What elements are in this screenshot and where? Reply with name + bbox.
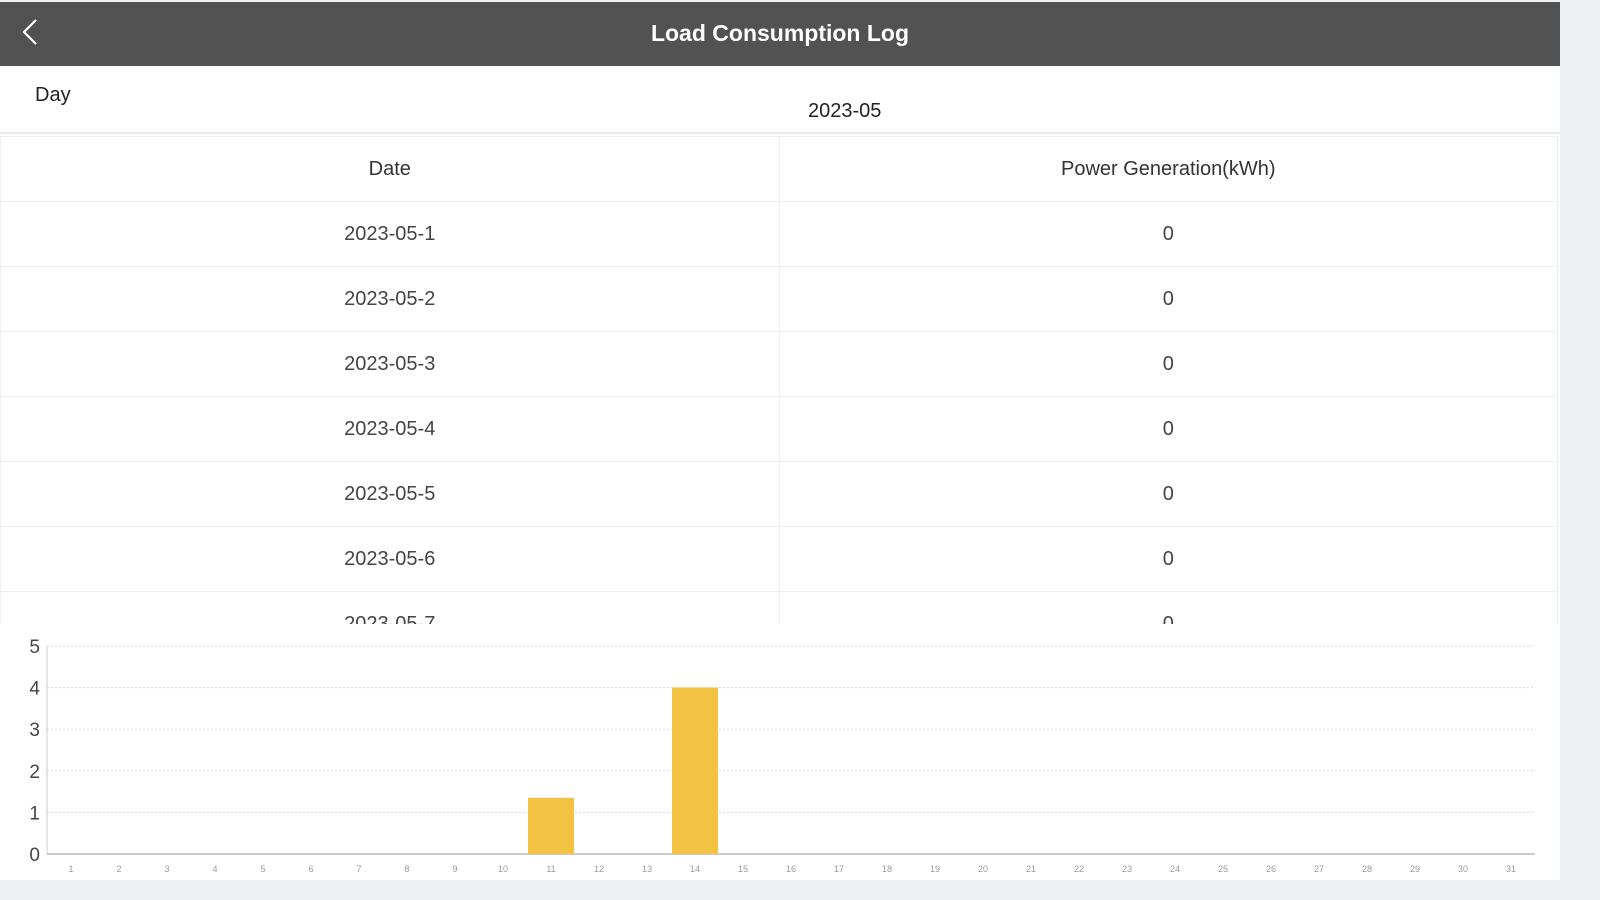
x-tick-label: 4 xyxy=(212,864,217,874)
column-header-date: Date xyxy=(0,136,780,202)
x-tick-label: 10 xyxy=(498,864,508,874)
date-cell: 2023-05-6 xyxy=(0,526,780,592)
x-tick-label: 23 xyxy=(1122,864,1132,874)
page-title: Load Consumption Log xyxy=(650,20,910,46)
power-cell: 0 xyxy=(778,526,1558,592)
x-tick-label: 7 xyxy=(356,864,361,874)
x-tick-label: 15 xyxy=(738,864,748,874)
table-row: 2023-05-7 0 xyxy=(0,591,1558,624)
table-row: 2023-05-3 0 xyxy=(0,331,1558,397)
y-tick-label: 0 xyxy=(29,845,40,866)
table-row: 2023-05-1 0 xyxy=(0,201,1558,267)
x-tick-label: 27 xyxy=(1314,864,1324,874)
date-cell: 2023-05-3 xyxy=(0,331,780,397)
y-tick-label: 1 xyxy=(29,803,40,824)
app-window: Load Consumption Log Day 2023-05 Date Po… xyxy=(0,2,1560,880)
x-tick-label: 21 xyxy=(1026,864,1036,874)
date-cell: 2023-05-2 xyxy=(0,266,780,332)
x-tick-label: 29 xyxy=(1410,864,1420,874)
power-cell: 0 xyxy=(778,331,1558,397)
x-tick-label: 16 xyxy=(786,864,796,874)
back-button[interactable] xyxy=(16,16,46,50)
period-selector[interactable]: Day xyxy=(35,84,71,106)
table-row: 2023-05-4 0 xyxy=(0,396,1558,462)
x-tick-label: 14 xyxy=(690,864,700,874)
filter-bar: Day 2023-05 xyxy=(0,66,1560,134)
table-row: 2023-05-2 0 xyxy=(0,266,1558,332)
x-tick-label: 1 xyxy=(68,864,73,874)
date-cell: 2023-05-4 xyxy=(0,396,780,462)
x-tick-label: 20 xyxy=(978,864,988,874)
x-tick-label: 3 xyxy=(164,864,169,874)
x-tick-label: 19 xyxy=(930,864,940,874)
x-tick-label: 22 xyxy=(1074,864,1084,874)
x-tick-label: 30 xyxy=(1458,864,1468,874)
date-cell: 2023-05-7 xyxy=(0,591,780,624)
y-tick-label: 4 xyxy=(29,679,40,700)
x-tick-label: 26 xyxy=(1266,864,1276,874)
x-tick-label: 17 xyxy=(834,864,844,874)
table-row: 2023-05-5 0 xyxy=(0,461,1558,527)
power-cell: 0 xyxy=(778,591,1558,624)
power-cell: 0 xyxy=(778,396,1558,462)
x-tick-label: 11 xyxy=(546,864,555,874)
column-header-power: Power Generation(kWh) xyxy=(778,136,1558,202)
x-tick-label: 25 xyxy=(1218,864,1228,874)
y-tick-label: 2 xyxy=(29,762,40,783)
x-tick-label: 9 xyxy=(452,864,457,874)
top-bar: Load Consumption Log xyxy=(0,2,1560,66)
date-cell: 2023-05-5 xyxy=(0,461,780,527)
power-cell: 0 xyxy=(778,461,1558,527)
x-tick-label: 5 xyxy=(260,864,265,874)
month-selector[interactable]: 2023-05 xyxy=(808,100,882,122)
bar xyxy=(672,687,718,854)
power-cell: 0 xyxy=(778,201,1558,267)
x-tick-label: 8 xyxy=(404,864,409,874)
x-tick-label: 28 xyxy=(1362,864,1372,874)
y-tick-label: 3 xyxy=(29,720,40,741)
date-cell: 2023-05-1 xyxy=(0,201,780,267)
x-tick-label: 31 xyxy=(1506,864,1516,874)
table-row: 2023-05-6 0 xyxy=(0,526,1558,592)
x-tick-label: 6 xyxy=(308,864,313,874)
x-tick-label: 18 xyxy=(882,864,892,874)
x-tick-label: 13 xyxy=(642,864,652,874)
log-table: Date Power Generation(kWh) 2023-05-1 0 202… xyxy=(0,136,1558,624)
bar xyxy=(528,797,574,854)
power-cell: 0 xyxy=(778,266,1558,332)
x-tick-label: 12 xyxy=(594,864,604,874)
x-tick-label: 24 xyxy=(1170,864,1180,874)
chevron-left-icon xyxy=(22,19,37,45)
log-table-container[interactable]: Date Power Generation(kWh) 2023-05-1 0 202… xyxy=(0,136,1560,624)
x-tick-label: 2 xyxy=(116,864,121,874)
y-tick-label: 5 xyxy=(29,637,40,658)
table-header-row: Date Power Generation(kWh) xyxy=(0,136,1558,202)
